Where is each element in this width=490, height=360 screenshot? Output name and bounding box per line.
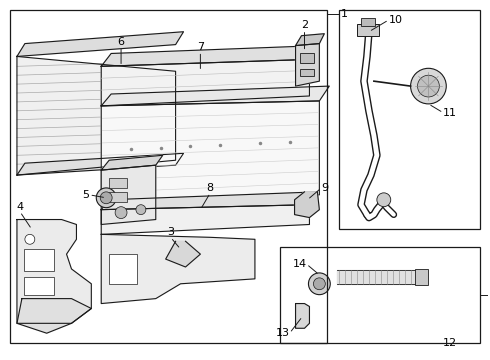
Bar	[24, 249, 53, 271]
Polygon shape	[17, 220, 91, 323]
Polygon shape	[166, 241, 200, 267]
Polygon shape	[101, 46, 319, 66]
Polygon shape	[101, 101, 319, 205]
Bar	[299, 54, 315, 63]
Text: 6: 6	[118, 37, 124, 46]
Bar	[361, 18, 375, 26]
Polygon shape	[17, 57, 175, 175]
Circle shape	[100, 192, 112, 204]
Text: 8: 8	[207, 183, 214, 193]
Text: 12: 12	[443, 338, 458, 348]
Circle shape	[25, 234, 35, 244]
Polygon shape	[101, 155, 163, 170]
Text: 13: 13	[275, 328, 290, 338]
Polygon shape	[101, 205, 310, 234]
Circle shape	[314, 278, 325, 290]
Bar	[109, 192, 127, 202]
Polygon shape	[101, 86, 329, 106]
Polygon shape	[17, 32, 184, 57]
Bar	[280, 247, 480, 343]
Text: 5: 5	[82, 190, 89, 200]
Circle shape	[115, 207, 127, 219]
Circle shape	[417, 75, 440, 97]
Text: 4: 4	[16, 202, 24, 212]
Polygon shape	[101, 165, 156, 225]
Polygon shape	[101, 234, 255, 303]
Bar	[415, 269, 428, 285]
Text: 11: 11	[443, 108, 457, 118]
Polygon shape	[17, 153, 184, 175]
Bar	[299, 69, 315, 76]
Circle shape	[96, 188, 116, 208]
Bar	[24, 277, 53, 294]
Text: 3: 3	[167, 227, 174, 237]
Circle shape	[377, 193, 391, 207]
Polygon shape	[17, 298, 91, 333]
Circle shape	[411, 68, 446, 104]
Circle shape	[309, 273, 330, 294]
Bar	[109, 178, 127, 188]
Bar	[109, 254, 137, 284]
Polygon shape	[101, 59, 310, 106]
Bar	[357, 24, 379, 36]
Text: 10: 10	[389, 15, 403, 25]
Polygon shape	[295, 34, 324, 46]
Bar	[339, 10, 480, 229]
Text: 9: 9	[321, 183, 328, 193]
Circle shape	[136, 205, 146, 215]
Polygon shape	[294, 192, 319, 217]
Polygon shape	[101, 192, 318, 210]
Polygon shape	[295, 303, 310, 328]
Polygon shape	[295, 44, 319, 86]
Text: 2: 2	[301, 20, 308, 30]
Text: 14: 14	[293, 259, 306, 269]
Text: 1: 1	[341, 9, 348, 19]
Bar	[10, 10, 327, 343]
Text: 7: 7	[197, 41, 204, 51]
